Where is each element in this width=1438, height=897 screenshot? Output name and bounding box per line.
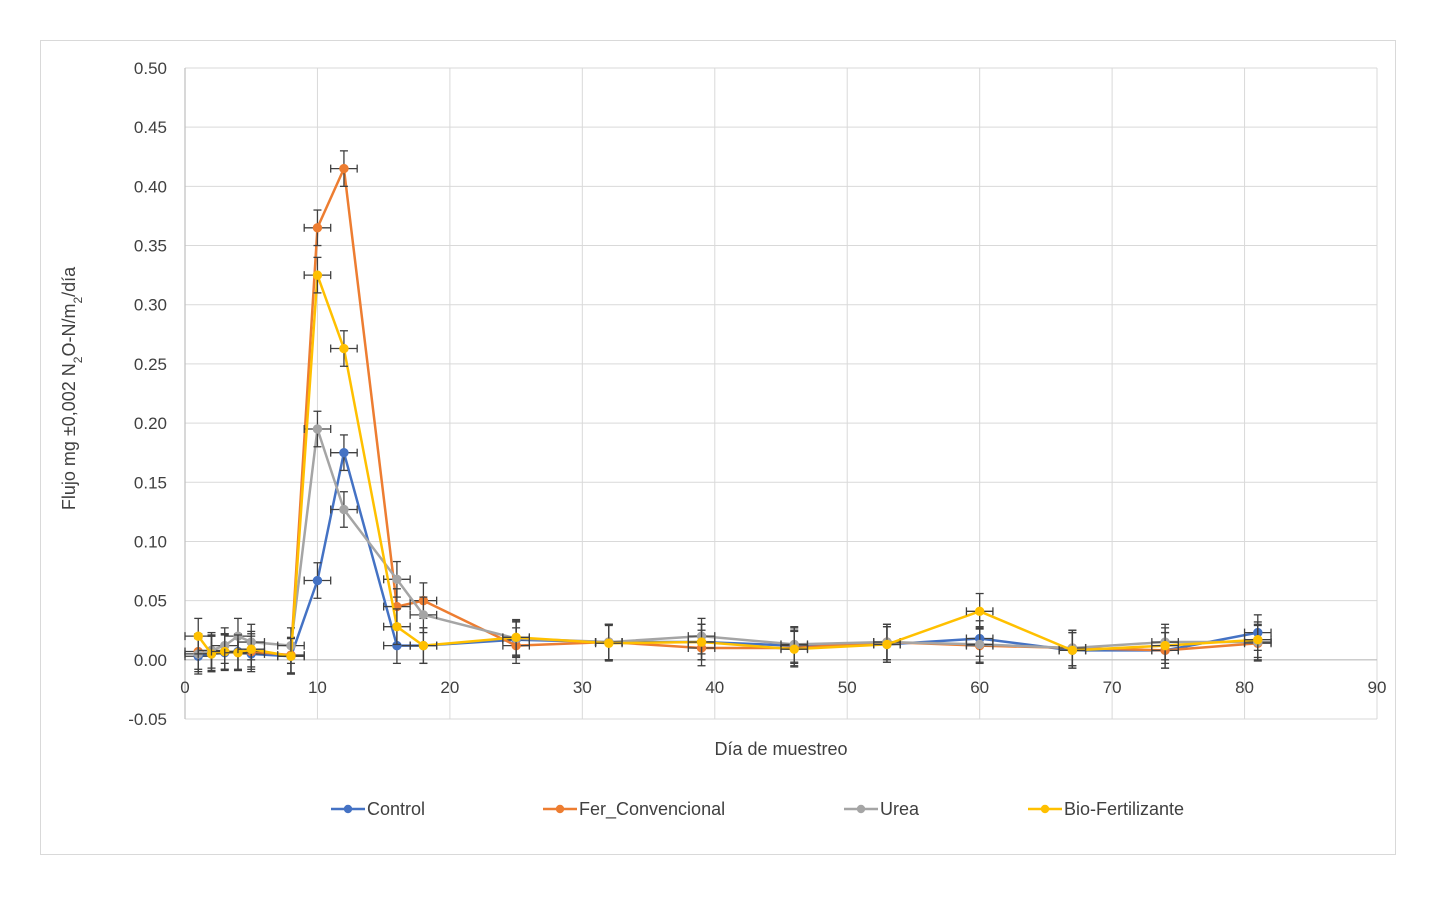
data-point [339,163,349,174]
data-point [339,504,349,515]
y-tick-label: 0.00 [134,651,167,670]
y-tick-labels: -0.05 0.00 0.05 0.10 0.15 0.20 0.25 0.30 0.35 0.4… [128,59,167,729]
legend-swatch-marker [1040,804,1050,814]
data-point [312,575,323,586]
chart-area: 0 10 20 30 40 50 60 70 80 90 -0.05 0.00 0.05 0.10 0.1… [40,40,1396,855]
data-point [789,644,799,654]
data-point [418,610,429,620]
series-group [184,150,1272,675]
x-tick-label: 80 [1235,678,1254,697]
legend-swatch-marker [343,804,353,814]
data-point [1067,645,1078,656]
gridlines [184,67,1378,720]
series-line [197,273,1258,658]
data-point [511,632,521,643]
legend-label: Urea [880,799,920,819]
error-bar [383,608,411,646]
line-chart: 0 10 20 30 40 50 60 70 80 90 -0.05 0.00 0.05 0.10 0.1… [59,59,1386,820]
y-tick-label: 0.25 [134,355,167,374]
legend: Control Fer_Convencional Urea Bio-Fertiliza… [331,799,1184,820]
data-point [974,639,985,650]
series-line [198,451,1259,658]
data-point [974,606,985,616]
y-tick-label: 0.05 [134,592,167,611]
y-axis-title-subscript: 2 [71,356,85,363]
x-tick-label: 90 [1368,678,1387,697]
data-point [312,270,323,280]
data-point [246,644,256,654]
y-tick-label: 0.10 [134,532,167,551]
y-tick-label: 0.35 [134,237,167,256]
y-tick-label: 0.20 [134,414,167,433]
data-point [286,651,296,661]
series-fer-convencional [184,150,1272,674]
legend-item: Fer_Convencional [543,799,725,820]
x-tick-label: 40 [705,678,724,697]
y-tick-label: -0.05 [128,710,167,729]
x-tick-labels: 0 10 20 30 40 50 60 70 80 90 [180,678,1386,697]
y-axis-title: Flujo mg ±0,002 N2O-N/m2/día [59,266,85,510]
y-axis-title-subscript: 2 [71,297,85,304]
legend-item: Bio-Fertilizante [1028,799,1184,819]
legend-label: Control [367,799,425,819]
y-tick-label: 0.45 [134,118,167,137]
x-tick-label: 70 [1103,678,1122,697]
data-point [339,447,349,458]
y-tick-label: 0.40 [134,177,167,196]
data-point [392,621,402,632]
x-axis-title: Día de muestreo [714,739,847,759]
y-axis-title-part: O-N/m [59,304,79,357]
axes [184,68,1377,719]
data-point [312,223,323,233]
data-point [604,638,614,648]
data-point [339,343,349,354]
data-point [1253,634,1263,645]
data-point [193,631,203,641]
y-tick-label: 0.15 [134,473,167,492]
data-point [1160,640,1170,651]
y-axis-title-part: /día [59,266,79,297]
data-point [392,574,402,585]
data-point [418,640,429,651]
x-tick-label: 30 [573,678,592,697]
data-point [882,639,892,650]
x-tick-label: 0 [180,678,189,697]
legend-swatch-marker [555,804,565,814]
legend-item: Control [331,799,425,819]
legend-label: Fer_Convencional [579,799,725,820]
x-tick-label: 50 [838,678,857,697]
legend-item: Urea [844,799,920,819]
series-bio-fertilizante [184,256,1272,675]
y-tick-label: 0.30 [134,296,167,315]
x-tick-label: 10 [308,678,327,697]
data-point [312,424,323,434]
x-tick-label: 20 [440,678,459,697]
legend-label: Bio-Fertilizante [1064,799,1184,819]
y-tick-label: 0.50 [134,59,167,78]
y-axis-title-part: Flujo mg ±0,002 N [59,363,79,510]
x-tick-label: 60 [970,678,989,697]
legend-swatch-marker [856,804,866,814]
data-point [696,637,707,647]
